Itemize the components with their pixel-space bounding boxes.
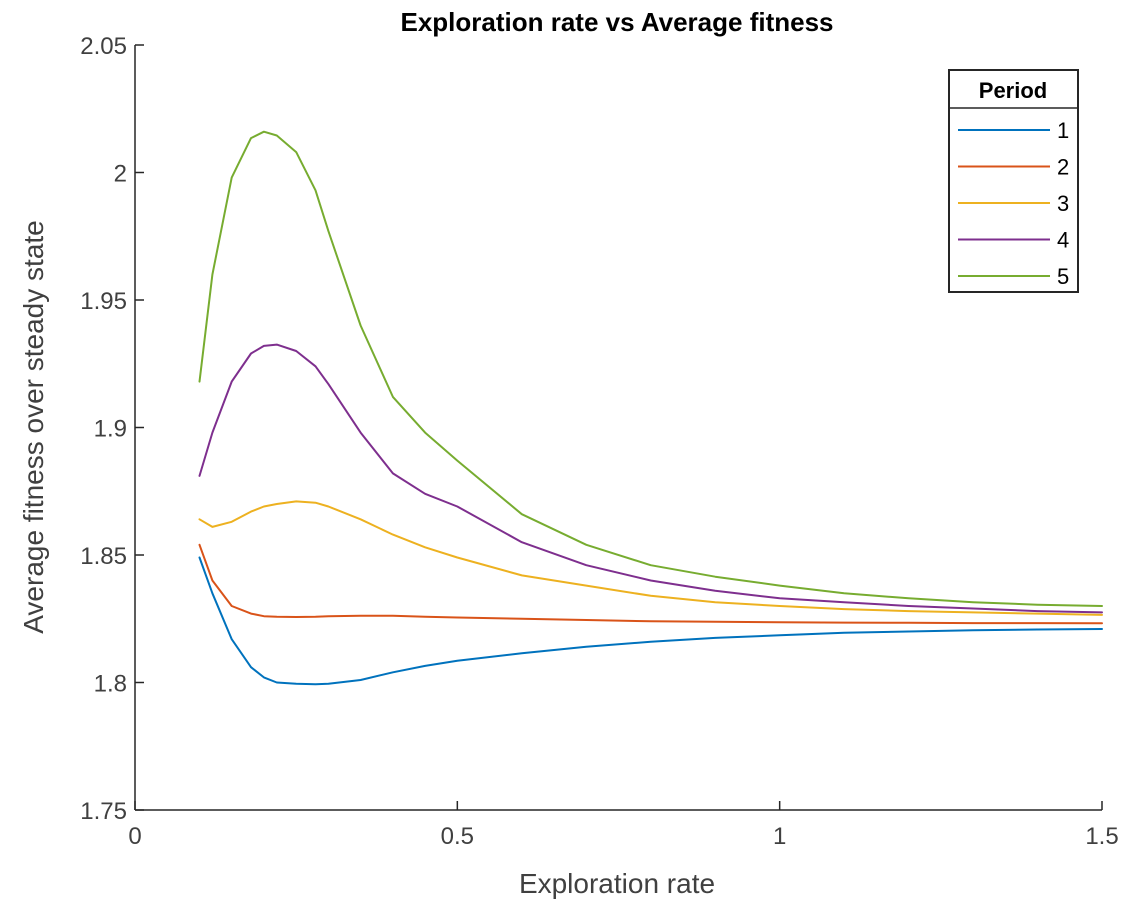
y-tick-label: 1.85 <box>80 543 127 570</box>
y-tick-label: 1.8 <box>94 671 127 698</box>
y-tick-label: 1.75 <box>80 798 127 825</box>
plot-area: 0 0.5 1 1.5 1.75 1.8 1.85 1.9 1.95 2 2.05 <box>80 33 1118 850</box>
series-line-5 <box>198 130 1103 607</box>
series-line-1 <box>198 556 1103 686</box>
x-tick-label: 0.5 <box>441 823 474 850</box>
legend-label-4: 4 <box>1057 228 1069 253</box>
series-line-4 <box>198 343 1103 614</box>
x-axis-label: Exploration rate <box>519 868 715 899</box>
x-tick-label: 1 <box>773 823 786 850</box>
series-line-3 <box>198 500 1103 616</box>
legend-title: Period <box>979 78 1047 103</box>
legend: Period 1 2 3 4 5 <box>948 69 1079 293</box>
y-tick-label: 1.95 <box>80 288 127 315</box>
y-tick-label: 2.05 <box>80 33 127 60</box>
y-tick-label: 1.9 <box>94 416 127 443</box>
y-tick-label: 2 <box>114 161 127 188</box>
legend-box <box>948 69 1079 293</box>
legend-entries: 1 2 3 4 5 <box>958 118 1069 289</box>
series-line-2 <box>198 543 1103 625</box>
x-tick-label: 0 <box>128 823 141 850</box>
legend-label-3: 3 <box>1057 191 1069 216</box>
y-axis-label: Average fitness over steady state <box>18 220 49 634</box>
x-tick-label: 1.5 <box>1085 823 1118 850</box>
legend-label-1: 1 <box>1057 118 1069 143</box>
chart-title: Exploration rate vs Average fitness <box>400 7 833 37</box>
legend-label-2: 2 <box>1057 155 1069 180</box>
legend-label-5: 5 <box>1057 264 1069 289</box>
